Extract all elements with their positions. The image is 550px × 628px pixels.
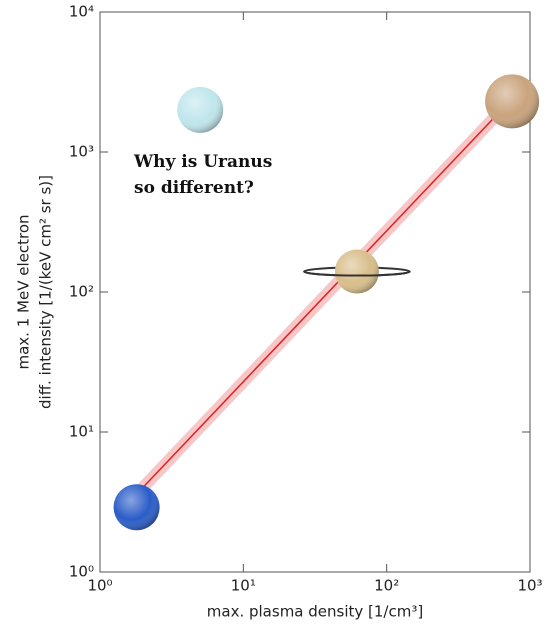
x-tick-label: 10⁰	[87, 577, 112, 595]
planet-shade	[177, 86, 224, 133]
plot-frame	[99, 11, 531, 573]
fit-line	[136, 98, 513, 495]
y-tick-label: 10⁴	[69, 3, 94, 21]
annotation: so different?	[134, 178, 254, 198]
y-tick-label: 10³	[69, 143, 94, 161]
x-axis-title: max. plasma density [1/cm³]	[207, 603, 423, 621]
planet-shade	[485, 74, 540, 129]
y-axis-title: diff. intensity [1/(keV cm² sr s)]	[37, 175, 55, 409]
y-tick-label: 10⁰	[69, 563, 94, 581]
x-tick-label: 10³	[517, 577, 542, 595]
y-axis-title: max. 1 MeV electron	[15, 214, 33, 369]
planet-ring	[303, 270, 411, 277]
planet-shade	[334, 249, 379, 294]
planet-shade	[113, 484, 160, 531]
x-tick-label: 10²	[374, 577, 399, 595]
y-tick-label: 10¹	[69, 423, 94, 441]
x-tick-label: 10¹	[231, 577, 256, 595]
annotation: Why is Uranus	[133, 152, 272, 172]
y-tick-label: 10²	[69, 283, 94, 301]
